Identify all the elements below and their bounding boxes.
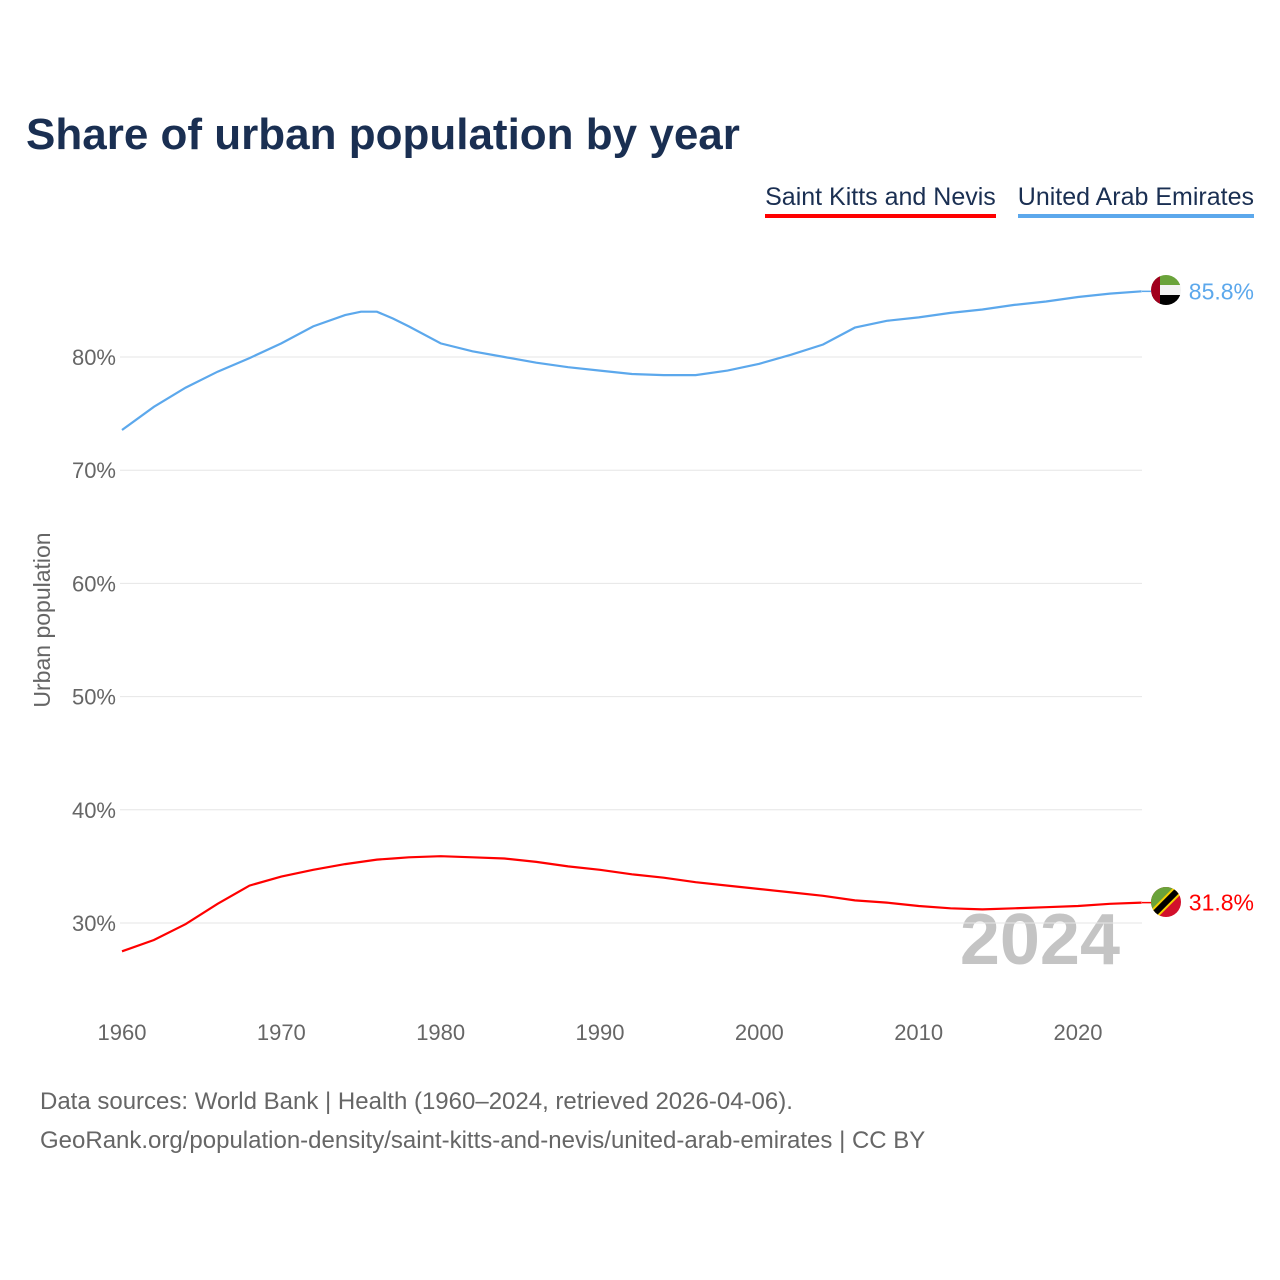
legend-item-saint-kitts[interactable]: Saint Kitts and Nevis [765,183,996,218]
x-tick-label: 1960 [98,1020,147,1045]
y-tick-label: 70% [72,458,116,483]
series-line-0 [121,855,1142,953]
x-tick-label: 2010 [894,1020,943,1045]
legend-item-uae[interactable]: United Arab Emirates [1017,183,1254,218]
y-tick-label: 40% [72,798,116,823]
x-tick-label: 1980 [416,1020,465,1045]
y-tick-label: 80% [72,345,116,370]
saint-kitts-flag-icon [1151,887,1181,917]
series-line-1 [121,290,1142,431]
watermark-year: 2024 [960,900,1120,980]
chart-title: Share of urban population by year [26,110,740,159]
y-tick-label: 60% [72,571,116,596]
y-tick-label: 30% [72,911,116,936]
y-axis-label: Urban population [29,532,55,707]
footer-link[interactable]: GeoRank.org/population-density/saint-kit… [40,1127,926,1154]
x-tick-label: 1990 [576,1020,625,1045]
x-tick-label: 2020 [1054,1020,1103,1045]
x-tick-label: 2000 [735,1020,784,1045]
end-value-label: 31.8% [1189,890,1254,916]
y-tick-label: 50% [72,685,116,710]
end-value-label: 85.8% [1189,278,1254,304]
legend: Saint Kitts and Nevis United Arab Emirat… [765,183,1254,218]
uae-flag-icon [1151,275,1181,305]
footer-sources: Data sources: World Bank | Health (1960–… [40,1088,793,1115]
x-tick-label: 1970 [257,1020,306,1045]
